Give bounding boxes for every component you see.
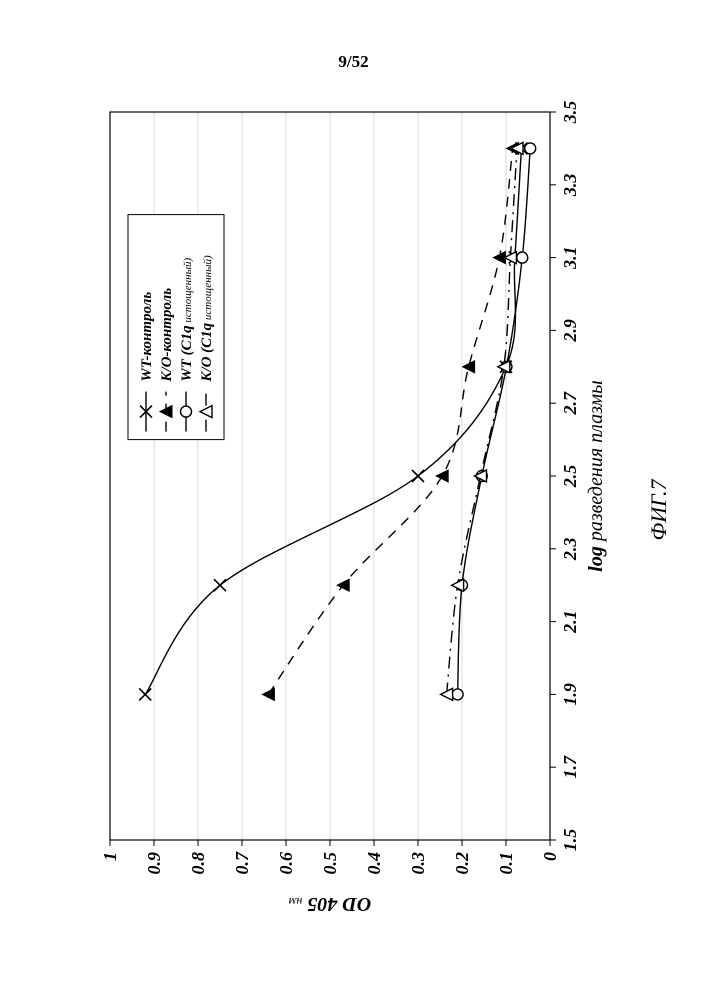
svg-text:0.1: 0.1 [496, 852, 516, 875]
svg-text:K/O-контроль: K/O-контроль [159, 288, 175, 383]
svg-text:1.5: 1.5 [560, 829, 580, 852]
svg-text:3.3: 3.3 [560, 174, 580, 198]
svg-text:2.7: 2.7 [560, 391, 580, 416]
svg-text:0.4: 0.4 [364, 852, 384, 875]
svg-text:1: 1 [100, 852, 120, 861]
svg-text:0.9: 0.9 [144, 852, 164, 875]
svg-text:2.5: 2.5 [560, 465, 580, 489]
svg-text:0.2: 0.2 [452, 852, 472, 875]
svg-text:0: 0 [540, 852, 560, 861]
svg-text:3.1: 3.1 [560, 246, 580, 270]
page-number-label: 9/52 [0, 52, 707, 72]
page: 9/52 1.5 1.7 1.9 2.1 2.3 2.5 2.7 2.9 3.1 3.3 3.5 0 0… [0, 0, 707, 1000]
svg-text:0.7: 0.7 [232, 851, 252, 875]
figure-caption: ФИГ.7 [646, 100, 672, 920]
svg-text:2.1: 2.1 [560, 610, 580, 634]
svg-text:1.9: 1.9 [560, 683, 580, 706]
svg-text:0.3: 0.3 [408, 852, 428, 875]
chart-rotated-wrapper: 1.5 1.7 1.9 2.1 2.3 2.5 2.7 2.9 3.1 3.3 3.5 0 0.1 0.2… [100, 100, 620, 920]
svg-text:WT-контроль: WT-контроль [139, 292, 155, 382]
svg-text:3.5: 3.5 [560, 101, 580, 125]
svg-text:OD 405 нм: OD 405 нм [288, 893, 371, 915]
svg-text:WT (C1q истощенный): WT (C1q истощенный) [179, 257, 195, 381]
svg-text:K/O (C1q истощенный): K/O (C1q истощенный) [199, 255, 215, 383]
svg-text:1.7: 1.7 [560, 755, 580, 779]
svg-text:2.9: 2.9 [560, 319, 580, 343]
svg-text:0.6: 0.6 [276, 852, 296, 875]
svg-text:2.3: 2.3 [560, 538, 580, 562]
svg-text:0.8: 0.8 [188, 852, 208, 875]
chart-container: 1.5 1.7 1.9 2.1 2.3 2.5 2.7 2.9 3.1 3.3 3.5 0 0.1 0.2… [100, 100, 620, 920]
svg-text:log разведения плазмы: log разведения плазмы [585, 380, 607, 571]
line-chart: 1.5 1.7 1.9 2.1 2.3 2.5 2.7 2.9 3.1 3.3 3.5 0 0.1 0.2… [100, 100, 620, 920]
svg-text:0.5: 0.5 [320, 852, 340, 875]
